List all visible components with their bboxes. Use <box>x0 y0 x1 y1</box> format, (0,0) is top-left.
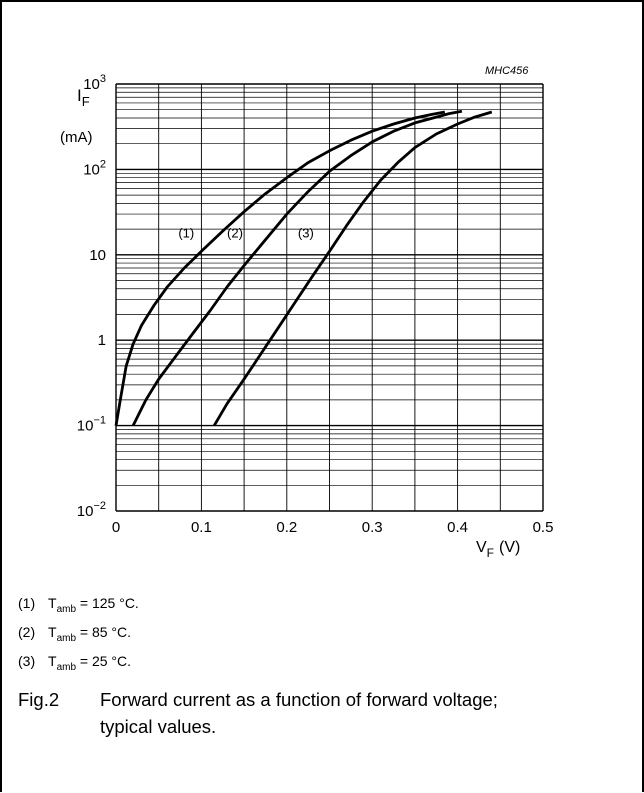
chart-grid <box>115 83 544 512</box>
note-number: (2) <box>18 623 36 640</box>
series-line-3 <box>212 110 493 427</box>
series-line-2 <box>131 109 463 427</box>
x-tick-label: 0.5 <box>533 519 554 536</box>
x-tick-label: 0.3 <box>362 519 383 536</box>
y-tick-label: 10−1 <box>77 415 106 435</box>
y-tick-label: 10−2 <box>77 500 106 520</box>
y-axis-unit: (mA) <box>60 129 93 146</box>
chart-curves <box>114 109 493 427</box>
y-tick-label: 1 <box>98 332 106 349</box>
x-tick-label: 0.4 <box>447 519 468 536</box>
figure-caption: Fig.2 Forward current as a function of f… <box>18 686 520 740</box>
note-text: Tamb = 125 °C. <box>48 595 139 615</box>
x-axis-label-sub: F <box>487 546 494 560</box>
svg-text:VF(V): VF (V) <box>476 539 520 560</box>
x-axis-label: VF (V) <box>476 539 520 560</box>
x-tick-label: 0.1 <box>191 519 212 536</box>
note-3: (3) Tamb = 25 °C. <box>18 650 139 679</box>
note-text: Tamb = 25 °C. <box>48 652 132 673</box>
note-1: (1) Tamb = 125 °C. <box>18 592 139 621</box>
series-line-1 <box>114 110 446 426</box>
svg-text:IF: IF <box>77 86 90 109</box>
x-tick-label: 0 <box>112 519 120 536</box>
note-2: (2) Tamb = 85 °C. <box>18 621 139 650</box>
caption-text: Forward current as a function of forward… <box>100 689 498 737</box>
note-number: (1) <box>18 595 36 611</box>
x-axis-label-main: V <box>476 539 487 556</box>
legend-notes: (1) Tamb = 125 °C. (2) Tamb = 85 °C. (3)… <box>18 592 139 678</box>
series-label-2: (2) <box>227 225 243 240</box>
series-label-3: (3) <box>298 225 314 240</box>
note-number: (3) <box>18 652 36 669</box>
series-label-1: (1) <box>178 225 194 240</box>
y-tick-label: 102 <box>83 158 106 178</box>
x-tick-labels: 0 0.1 0.2 0.3 0.4 0.5 <box>112 519 554 536</box>
figure-number: Fig.2 <box>18 689 60 710</box>
y-axis-label-sub: F <box>82 94 90 109</box>
x-axis-unit: (V) <box>499 539 520 556</box>
y-axis-label: IF (mA) <box>60 86 93 146</box>
y-tick-label: 103 <box>83 73 106 93</box>
y-tick-label: 10 <box>89 247 106 264</box>
note-text: Tamb = 85 °C. <box>48 623 132 644</box>
x-tick-label: 0.2 <box>276 519 297 536</box>
chart-code: MHC456 <box>485 65 529 77</box>
series-labels: (1) (2) (3) <box>178 225 313 240</box>
y-axis-label-main: I <box>77 86 82 105</box>
